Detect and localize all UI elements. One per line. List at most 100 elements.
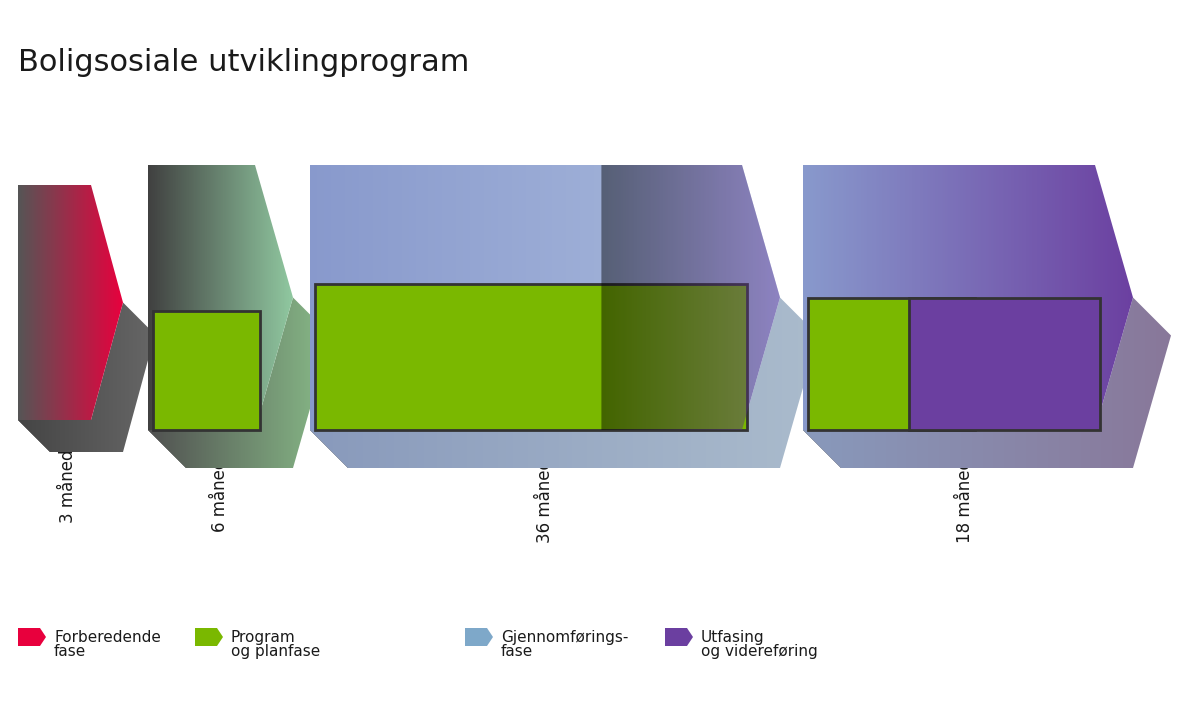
Polygon shape (321, 163, 324, 432)
Polygon shape (18, 185, 50, 452)
Polygon shape (921, 295, 922, 470)
Polygon shape (808, 295, 811, 470)
Text: fase: fase (501, 644, 534, 659)
Polygon shape (1010, 295, 1011, 470)
Polygon shape (514, 163, 517, 432)
Polygon shape (990, 295, 993, 470)
Polygon shape (938, 295, 939, 470)
Polygon shape (891, 295, 893, 470)
Polygon shape (1110, 163, 1111, 432)
Polygon shape (399, 295, 402, 470)
Polygon shape (996, 163, 998, 432)
Polygon shape (319, 163, 321, 432)
Polygon shape (460, 163, 463, 432)
Polygon shape (617, 163, 620, 432)
Polygon shape (613, 163, 615, 432)
Polygon shape (1072, 295, 1073, 470)
Text: 6 måneder: 6 måneder (211, 442, 229, 533)
Polygon shape (644, 163, 646, 432)
Polygon shape (747, 163, 749, 432)
Polygon shape (1013, 295, 1014, 470)
Polygon shape (701, 295, 704, 470)
Polygon shape (803, 165, 840, 468)
Polygon shape (1095, 163, 1097, 432)
Polygon shape (1035, 295, 1037, 470)
Polygon shape (399, 163, 402, 432)
Polygon shape (1023, 163, 1024, 432)
Polygon shape (968, 163, 970, 432)
Polygon shape (367, 163, 369, 432)
Polygon shape (856, 163, 857, 432)
Polygon shape (783, 295, 785, 470)
Polygon shape (1071, 163, 1072, 432)
Polygon shape (428, 163, 430, 432)
Polygon shape (998, 295, 1000, 470)
Polygon shape (888, 163, 891, 432)
Polygon shape (409, 163, 411, 432)
Polygon shape (653, 295, 656, 470)
Polygon shape (914, 295, 915, 470)
Polygon shape (1032, 163, 1034, 432)
Polygon shape (343, 295, 345, 470)
Polygon shape (1101, 295, 1103, 470)
Polygon shape (1028, 163, 1029, 432)
Polygon shape (620, 163, 622, 432)
Polygon shape (855, 295, 856, 470)
Polygon shape (862, 163, 864, 432)
Polygon shape (910, 295, 911, 470)
Polygon shape (894, 295, 897, 470)
Polygon shape (719, 295, 722, 470)
Polygon shape (1123, 295, 1125, 470)
Polygon shape (534, 295, 536, 470)
Polygon shape (897, 163, 899, 432)
Polygon shape (942, 295, 945, 470)
Polygon shape (548, 163, 549, 432)
Polygon shape (1007, 163, 1010, 432)
Polygon shape (475, 295, 477, 470)
Polygon shape (900, 163, 902, 432)
Polygon shape (679, 163, 681, 432)
Polygon shape (1168, 295, 1169, 470)
Polygon shape (584, 295, 586, 470)
Polygon shape (856, 295, 858, 470)
Polygon shape (862, 295, 863, 470)
Polygon shape (495, 163, 498, 432)
Polygon shape (350, 163, 353, 432)
Polygon shape (852, 163, 854, 432)
Polygon shape (315, 295, 318, 470)
Polygon shape (1066, 295, 1068, 470)
Polygon shape (1068, 163, 1071, 432)
Polygon shape (818, 295, 820, 470)
Polygon shape (640, 295, 643, 470)
Polygon shape (646, 163, 649, 432)
Polygon shape (812, 163, 813, 432)
Polygon shape (811, 295, 812, 470)
Polygon shape (917, 163, 918, 432)
Polygon shape (879, 163, 880, 432)
Polygon shape (818, 163, 819, 432)
Polygon shape (426, 163, 428, 432)
Polygon shape (915, 163, 917, 432)
Polygon shape (552, 163, 554, 432)
Polygon shape (959, 163, 962, 432)
Polygon shape (1010, 163, 1011, 432)
Polygon shape (914, 163, 915, 432)
Polygon shape (1073, 295, 1076, 470)
Polygon shape (693, 295, 697, 470)
Polygon shape (519, 163, 522, 432)
Polygon shape (338, 295, 341, 470)
Polygon shape (1054, 163, 1055, 432)
Polygon shape (323, 295, 325, 470)
Polygon shape (588, 163, 590, 432)
Polygon shape (1020, 295, 1022, 470)
Polygon shape (1031, 295, 1034, 470)
Polygon shape (752, 295, 754, 470)
Polygon shape (982, 295, 983, 470)
Polygon shape (1132, 163, 1133, 432)
Polygon shape (673, 295, 676, 470)
Text: og planfase: og planfase (231, 644, 320, 659)
Polygon shape (697, 295, 699, 470)
Polygon shape (153, 310, 260, 430)
Polygon shape (681, 163, 683, 432)
Polygon shape (776, 163, 778, 432)
